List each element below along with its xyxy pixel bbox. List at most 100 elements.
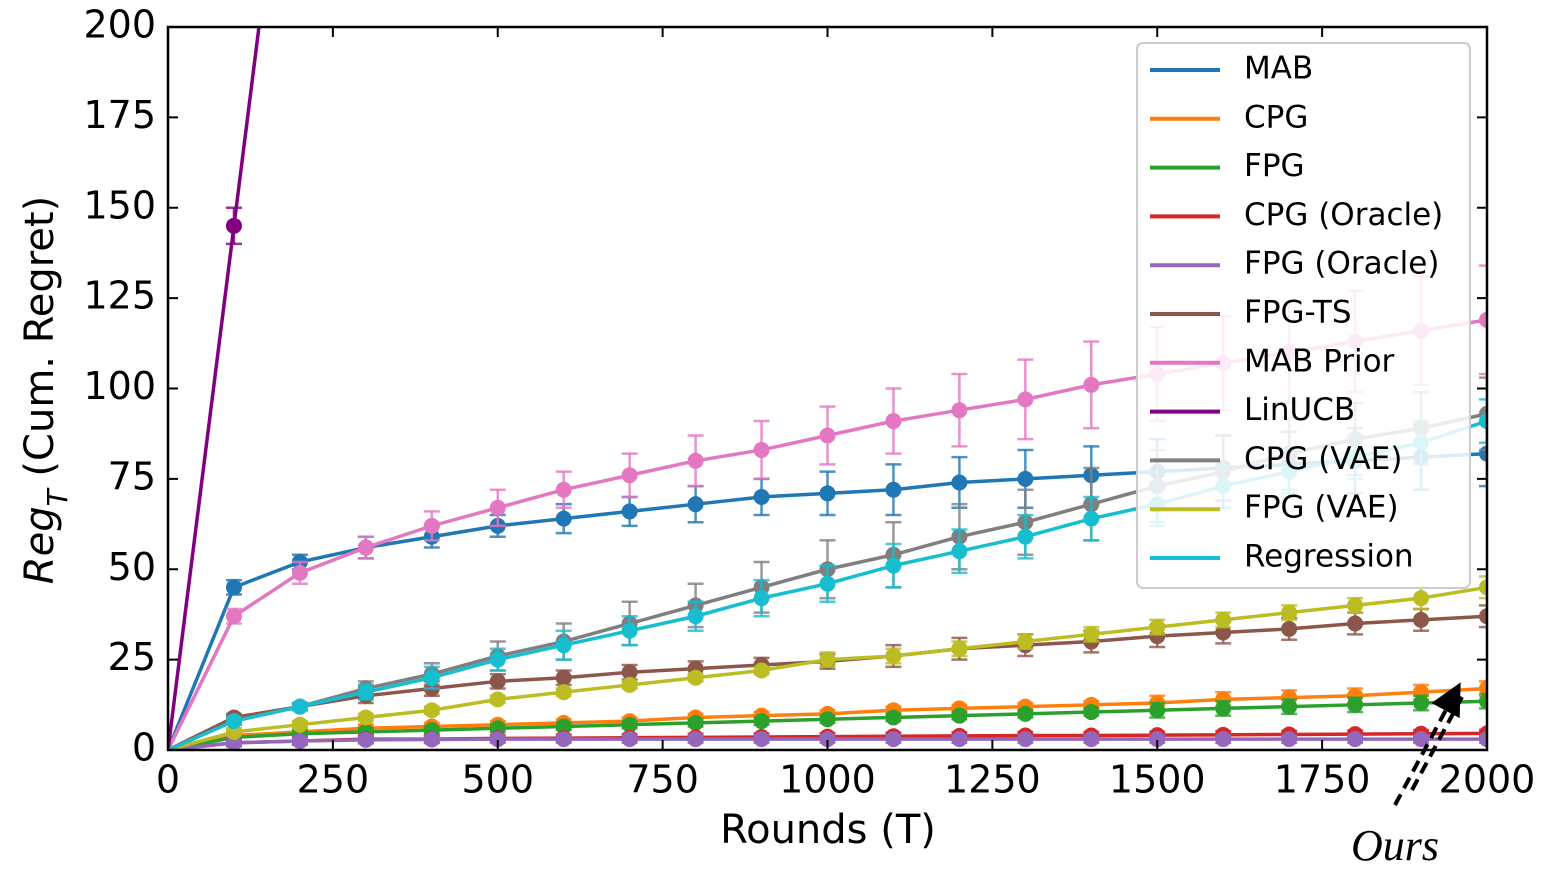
marker (225, 579, 242, 596)
annotation-arrow (1393, 682, 1461, 806)
marker (1149, 731, 1166, 748)
marker (951, 543, 968, 560)
legend-label: LinUCB (1244, 392, 1355, 428)
marker (489, 673, 506, 690)
marker (423, 669, 440, 686)
x-tick-label: 2000 (1439, 758, 1536, 802)
marker (819, 485, 836, 502)
marker (555, 669, 572, 686)
marker (1347, 615, 1364, 632)
marker (291, 732, 308, 749)
marker (1479, 311, 1487, 328)
x-tick-label: 1750 (1274, 758, 1371, 802)
y-tick-label: 125 (83, 274, 156, 318)
marker (885, 413, 902, 430)
legend-label: FPG-TS (1244, 295, 1352, 331)
legend-label: Regression (1244, 539, 1414, 575)
marker (357, 684, 374, 701)
marker (225, 608, 242, 625)
marker (291, 716, 308, 733)
series-line (168, 27, 261, 750)
y-label-main: Reg (17, 506, 63, 584)
marker (1215, 611, 1232, 628)
marker (1017, 391, 1034, 408)
marker (1017, 528, 1034, 545)
marker (1017, 470, 1034, 487)
x-tick-label: 1250 (944, 758, 1041, 802)
marker (1281, 620, 1298, 637)
marker (1479, 680, 1487, 697)
y-label-sub: T (41, 487, 74, 506)
marker (885, 731, 902, 748)
legend-label: CPG (VAE) (1244, 441, 1402, 477)
marker (687, 608, 704, 625)
marker (753, 713, 770, 730)
y-tick-label: 100 (83, 364, 156, 408)
error-bar (1479, 604, 1487, 629)
marker (1347, 731, 1364, 748)
marker (1347, 597, 1364, 614)
legend-box (1136, 42, 1471, 589)
error-bar (1479, 692, 1487, 710)
marker (489, 731, 506, 748)
marker (687, 714, 704, 731)
marker (951, 640, 968, 657)
marker (687, 452, 704, 469)
marker (225, 713, 242, 730)
marker (1413, 590, 1430, 607)
marker (621, 503, 638, 520)
marker (621, 676, 638, 693)
marker (1347, 696, 1364, 713)
marker (357, 539, 374, 556)
error-bar (1479, 376, 1487, 452)
legend: MAB CPG FPG CPG (Oracle) FPG (Oracle) FPG-TS M… (1136, 42, 1471, 589)
marker (1149, 702, 1166, 719)
marker (951, 402, 968, 419)
y-tick-label: 0 (132, 726, 156, 770)
error-bar (1479, 264, 1487, 376)
marker (423, 517, 440, 534)
x-tick-label: 1000 (779, 758, 876, 802)
marker (1149, 619, 1166, 636)
marker (555, 718, 572, 735)
marker (291, 698, 308, 715)
marker (1083, 626, 1100, 643)
annotation: Ours (1351, 821, 1439, 870)
x-tick-label: 1500 (1109, 758, 1206, 802)
marker (1083, 704, 1100, 721)
x-axis-label: Rounds (T) (720, 807, 936, 853)
marker (555, 481, 572, 498)
marker (687, 496, 704, 513)
marker (555, 684, 572, 701)
x-tick-label: 500 (461, 758, 534, 802)
legend-label: FPG (VAE) (1244, 490, 1399, 526)
marker (885, 648, 902, 665)
y-tick-label: 50 (108, 545, 156, 589)
marker (1479, 413, 1487, 430)
marker (753, 662, 770, 679)
marker (357, 731, 374, 748)
marker (1479, 608, 1487, 625)
marker (489, 691, 506, 708)
x-tick-label: 0 (156, 758, 180, 802)
marker (1479, 731, 1487, 748)
marker (687, 731, 704, 748)
marker (621, 731, 638, 748)
error-bar (1479, 575, 1487, 600)
marker (819, 731, 836, 748)
marker (1083, 731, 1100, 748)
marker (621, 467, 638, 484)
error-bar (1479, 398, 1487, 444)
y-label-rest: (Cum. Regret) (17, 196, 63, 489)
marker (951, 707, 968, 724)
marker (1281, 604, 1298, 621)
marker (423, 731, 440, 748)
marker (489, 651, 506, 668)
marker (885, 481, 902, 498)
annotation-arrow (1410, 696, 1464, 791)
legend-label: FPG (Oracle) (1244, 246, 1439, 282)
plot-area (168, 27, 1487, 750)
marker (225, 217, 242, 234)
marker (555, 510, 572, 527)
